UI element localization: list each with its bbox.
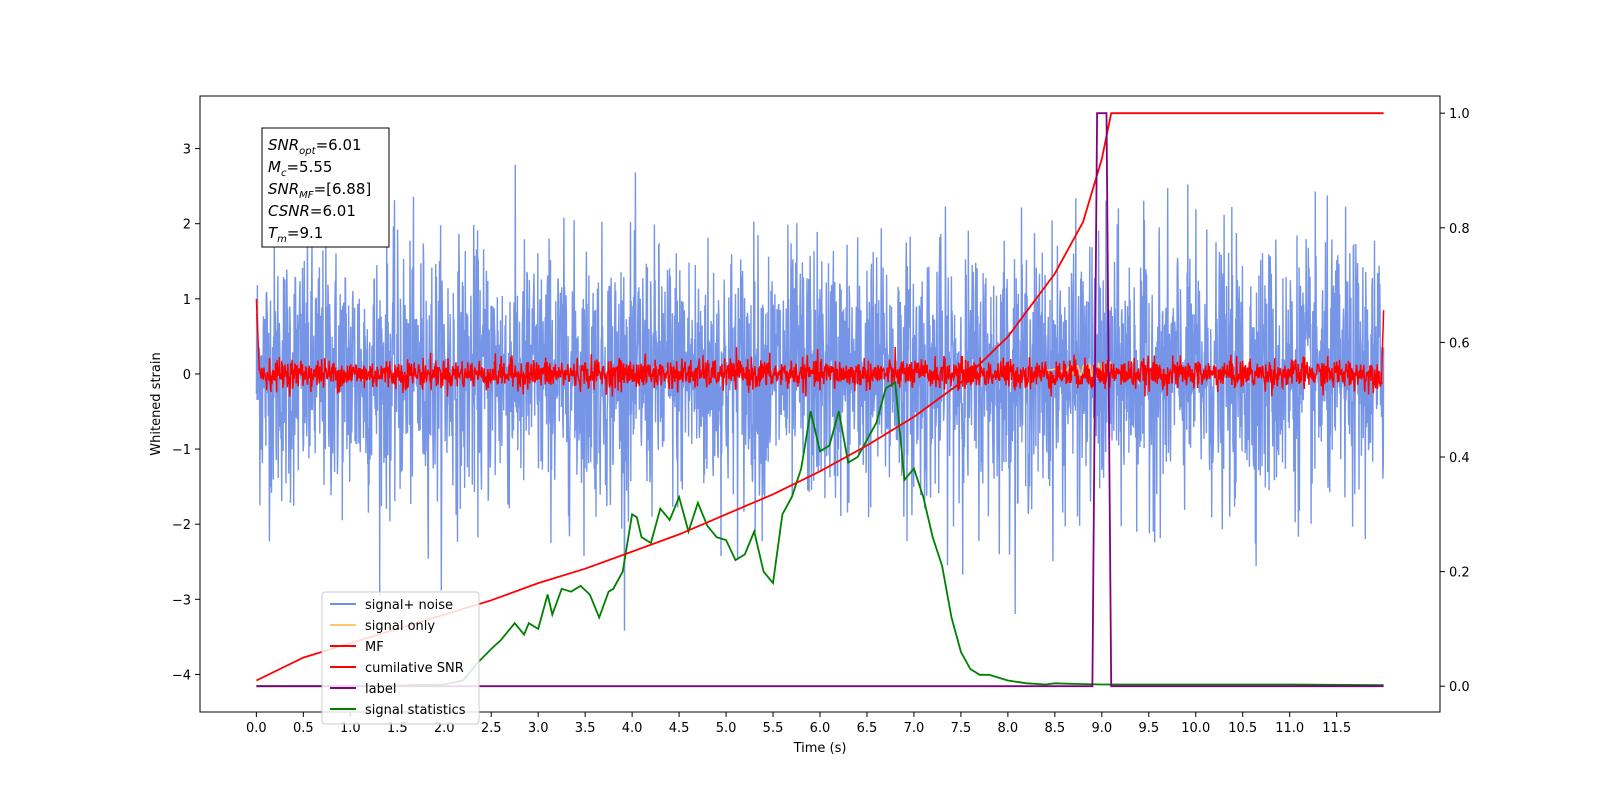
y-tick-label: 2 [183, 218, 191, 233]
x-tick-label: 5.5 [763, 721, 784, 736]
series-signal-noise [255, 164, 1385, 631]
x-tick-label: 0.0 [246, 721, 267, 736]
y-tick-label: −2 [172, 518, 191, 533]
legend-label: signal statistics [365, 703, 466, 718]
x-axis-label: Time (s) [793, 741, 847, 756]
annotation-line: CSNR=6.01 [268, 202, 356, 220]
y-axis-label: Whitened strain [149, 352, 164, 455]
x-tick-label: 11.5 [1322, 721, 1351, 736]
x-tick-label: 4.5 [669, 721, 690, 736]
legend-label: label [365, 682, 396, 697]
y-tick-label: 1 [183, 293, 191, 308]
series-label [256, 112, 1384, 688]
x-tick-label: 0.5 [293, 721, 314, 736]
y2-tick-label: 0.2 [1449, 566, 1470, 581]
x-tick-label: 3.0 [528, 721, 549, 736]
x-tick-label: 8.5 [1045, 721, 1066, 736]
y-tick-label: −1 [172, 443, 191, 458]
y2-tick-label: 0.6 [1449, 336, 1470, 351]
y2-tick-label: 0.4 [1449, 451, 1470, 466]
series-layer [255, 112, 1385, 688]
x-tick-label: 5.0 [716, 721, 737, 736]
series-mf [255, 298, 1385, 397]
legend-label: signal only [365, 619, 435, 634]
y-tick-label: −3 [172, 593, 191, 608]
y-tick-label: −4 [172, 668, 191, 683]
x-tick-label: 2.0 [434, 721, 455, 736]
y2-tick-label: 0.0 [1449, 680, 1470, 695]
legend-frame [321, 591, 480, 725]
x-tick-label: 9.5 [1138, 721, 1159, 736]
x-tick-label: 6.0 [810, 721, 831, 736]
x-tick-label: 4.0 [622, 721, 643, 736]
y-axis-left: 3 2 1 0 −1 −2 −3 −4 [172, 143, 200, 683]
x-tick-label: 3.5 [575, 721, 596, 736]
x-tick-label: 10.5 [1228, 721, 1257, 736]
y2-tick-label: 0.8 [1449, 222, 1470, 237]
annotation-line: SNRopt=6.01 [268, 136, 362, 157]
x-tick-label: 9.0 [1091, 721, 1112, 736]
y-tick-label: 3 [183, 143, 191, 158]
x-tick-label: 7.5 [951, 721, 972, 736]
annotation-line: Tm=9.1 [268, 224, 323, 245]
x-tick-label: 11.0 [1275, 721, 1304, 736]
legend-label: signal+ noise [365, 598, 453, 613]
x-tick-label: 6.5 [857, 721, 878, 736]
x-tick-label: 7.0 [904, 721, 925, 736]
x-tick-label: 1.0 [340, 721, 361, 736]
annotation-line: Mc=5.55 [268, 158, 332, 179]
y-axis-right: 0.0 0.2 0.4 0.6 0.8 1.0 [1440, 107, 1470, 695]
legend-label: MF [365, 640, 384, 655]
x-tick-label: 2.5 [481, 721, 502, 736]
legend-label: cumilative SNR [365, 661, 464, 676]
legend: signal+ noise signal only MF cumilative SNR… [321, 591, 480, 725]
y-tick-label: 0 [183, 368, 191, 383]
x-tick-label: 10.0 [1181, 721, 1210, 736]
x-tick-label: 8.0 [998, 721, 1019, 736]
x-axis: 0.0 0.5 1.0 1.5 2.0 2.5 3.0 3.5 4.0 4.5 5.0 5.5 6.0 6… [246, 712, 1351, 736]
annotation-frame [261, 127, 390, 248]
y2-tick-label: 1.0 [1449, 107, 1470, 122]
annotation-line: SNRMF=[6.88] [268, 180, 371, 201]
x-tick-label: 1.5 [387, 721, 408, 736]
series-signal-statistics [256, 380, 1384, 688]
